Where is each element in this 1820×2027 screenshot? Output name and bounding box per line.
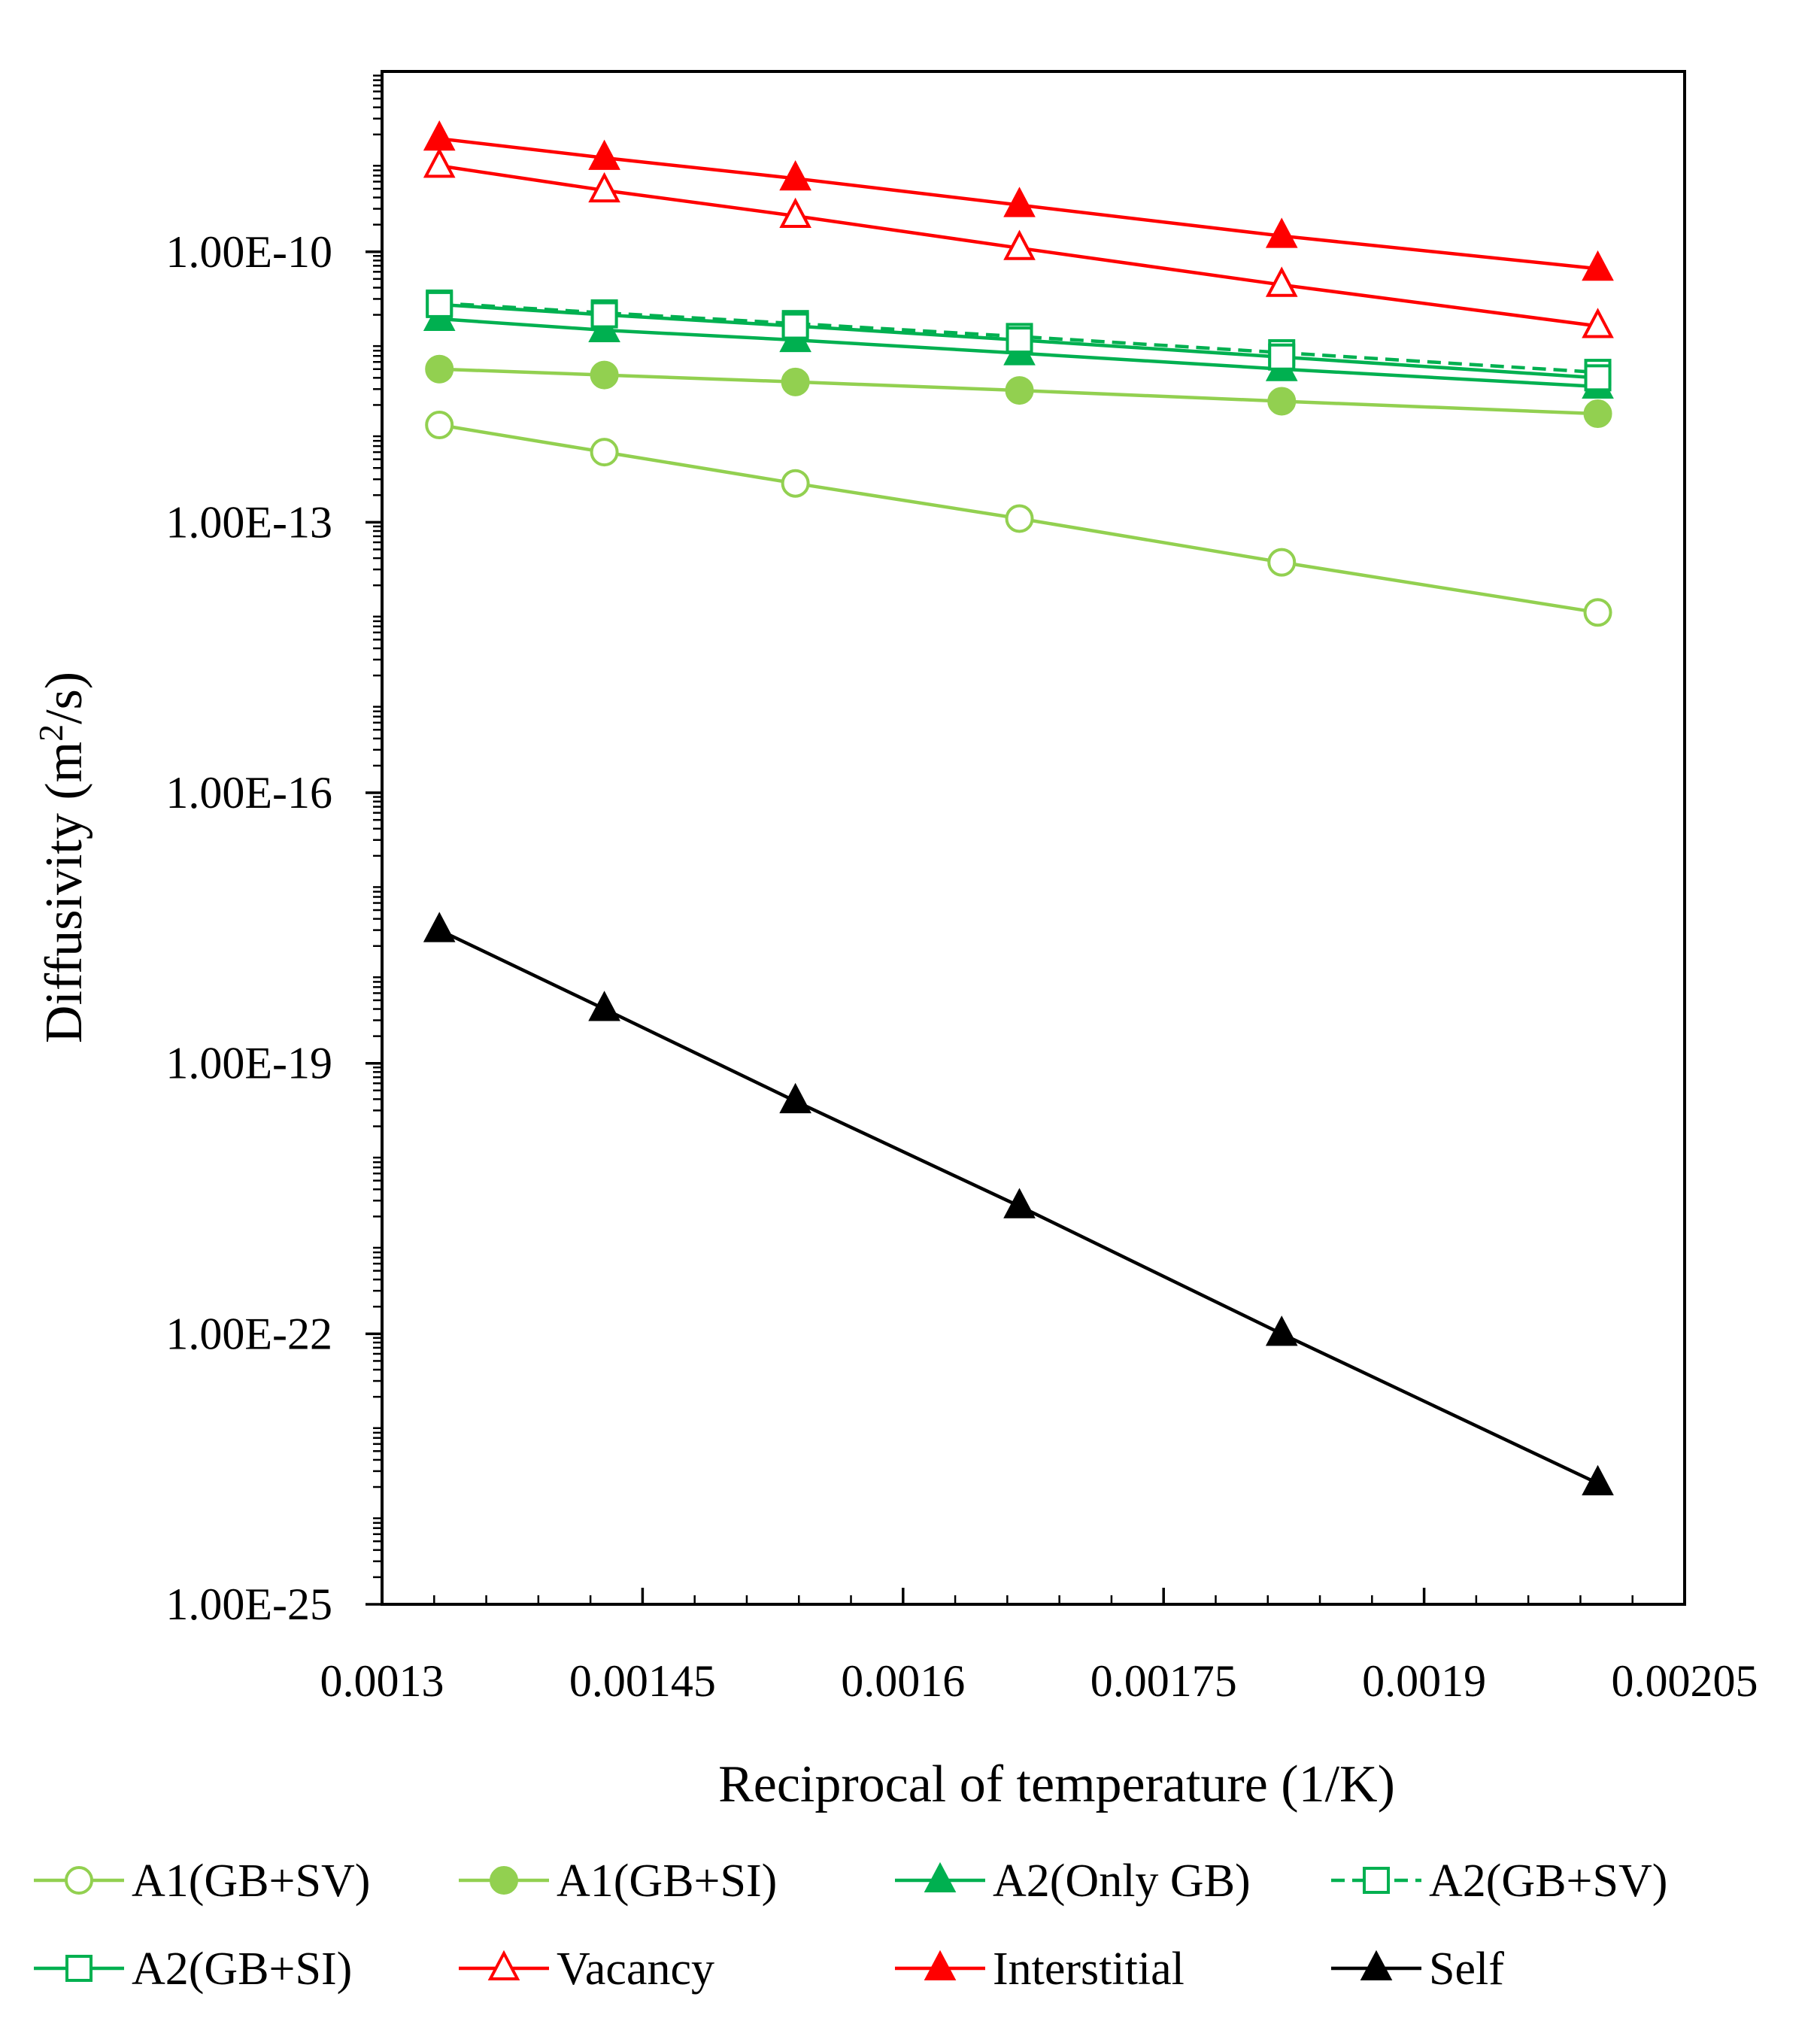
data-point: [779, 160, 811, 191]
legend-marker: [924, 1950, 957, 1980]
series-6: [423, 120, 1614, 281]
x-tick-label: 0.0019: [1362, 1656, 1486, 1706]
data-point: [588, 139, 620, 170]
data-point: [1267, 387, 1297, 416]
data-point: [781, 469, 810, 498]
x-tick-label: 0.00205: [1612, 1656, 1758, 1706]
legend-label: A1(GB+SV): [132, 1856, 370, 1907]
y-axis-title-sup: 2: [32, 724, 70, 742]
y-axis-title-main: Diffusivity (m: [35, 742, 93, 1043]
series-line: [438, 423, 1598, 614]
series-line: [439, 367, 1598, 416]
data-point: [423, 912, 456, 942]
data-point: [590, 438, 619, 467]
data-point: [588, 991, 620, 1021]
series-line: [439, 302, 1598, 380]
data-point: [425, 411, 454, 440]
legend-label: Self: [1429, 1944, 1504, 1995]
legend-item: A2(Only GB): [895, 1856, 1251, 1907]
x-tick-label: 0.00175: [1090, 1656, 1237, 1706]
legend-marker: [924, 1862, 957, 1892]
legend-item: A2(GB+SI): [34, 1944, 352, 1995]
y-axis-title-tail: /s): [35, 672, 93, 724]
legend-label: A1(GB+SI): [557, 1856, 777, 1907]
legend-marker: [487, 1950, 520, 1980]
data-point: [1265, 1315, 1298, 1346]
legend-item: Vacancy: [459, 1944, 714, 1995]
series-line: [438, 137, 1598, 271]
data-point: [779, 197, 811, 229]
x-tick-label: 0.0013: [320, 1656, 444, 1706]
data-point: [1265, 217, 1298, 248]
data-point: [1582, 308, 1614, 338]
y-axis-title: Diffusivity (m2/s): [32, 672, 94, 1043]
series-line: [438, 928, 1599, 1485]
data-point: [1582, 1464, 1614, 1496]
series-5: [423, 147, 1614, 338]
data-point: [423, 147, 456, 178]
x-tick-label: 0.0016: [841, 1656, 965, 1706]
data-point: [1268, 343, 1296, 371]
legend-item: A1(GB+SI): [459, 1856, 777, 1907]
data-point: [590, 360, 619, 390]
y-tick-label: 1.00E-13: [165, 497, 332, 547]
plot-frame: [381, 70, 1686, 1606]
axes-layer: 1.00E-25 1.00E-22 1.00E-19 1.00E-16 1.00E-13…: [165, 70, 1758, 1706]
legend-marker: [65, 1955, 93, 1982]
series-line: [438, 164, 1598, 328]
series-0: [425, 411, 1612, 627]
legend-label: Interstitial: [993, 1944, 1185, 1995]
series-layer: [423, 120, 1614, 1496]
legend-marker: [1360, 1950, 1393, 1980]
legend-marker: [1363, 1867, 1390, 1894]
data-point: [1582, 250, 1614, 281]
data-point: [1584, 364, 1612, 392]
data-point: [1267, 548, 1297, 577]
legend-label: A2(GB+SI): [132, 1944, 352, 1995]
y-tick-label: 1.00E-10: [165, 227, 332, 277]
legend-item: A1(GB+SV): [34, 1856, 370, 1907]
data-point: [425, 354, 454, 384]
data-point: [781, 367, 810, 396]
series-7: [423, 912, 1614, 1496]
legend-marker: [65, 1866, 93, 1895]
data-point: [590, 301, 618, 329]
data-point: [779, 1082, 811, 1114]
x-axis-title: Reciprocal of temperature (1/K): [718, 1755, 1395, 1813]
data-point: [1265, 266, 1298, 297]
data-point: [1003, 187, 1036, 217]
series-1: [425, 354, 1612, 429]
legend-label: Vacancy: [557, 1944, 714, 1995]
legend-item: A2(GB+SV): [1331, 1856, 1667, 1907]
series-4: [426, 290, 1612, 392]
legend-label: A2(GB+SV): [1429, 1856, 1667, 1907]
data-point: [1006, 326, 1033, 354]
data-point: [1583, 598, 1612, 627]
series-line: [439, 301, 1598, 375]
y-tick-label: 1.00E-16: [165, 768, 332, 818]
y-tick-label: 1.00E-25: [165, 1579, 332, 1629]
legend-marker: [490, 1866, 518, 1895]
y-tick-label: 1.00E-22: [165, 1309, 332, 1358]
legend-item: Interstitial: [895, 1944, 1185, 1995]
data-point: [1005, 504, 1034, 533]
data-point: [1003, 229, 1036, 260]
data-point: [1583, 399, 1612, 429]
x-tick-label: 0.00145: [569, 1656, 716, 1706]
legend-label: A2(Only GB): [993, 1856, 1251, 1907]
data-point: [781, 312, 809, 340]
data-point: [1005, 376, 1034, 405]
legend-item: Self: [1331, 1944, 1504, 1995]
data-point: [426, 290, 453, 318]
data-point: [1003, 1188, 1036, 1218]
series-line: [439, 317, 1598, 389]
y-tick-label: 1.00E-19: [165, 1039, 332, 1088]
data-point: [423, 120, 456, 151]
data-point: [588, 171, 620, 203]
legend-layer: A1(GB+SV) A1(GB+SI) A2(Only GB) A2(GB+SV) A2…: [34, 1856, 1667, 1995]
